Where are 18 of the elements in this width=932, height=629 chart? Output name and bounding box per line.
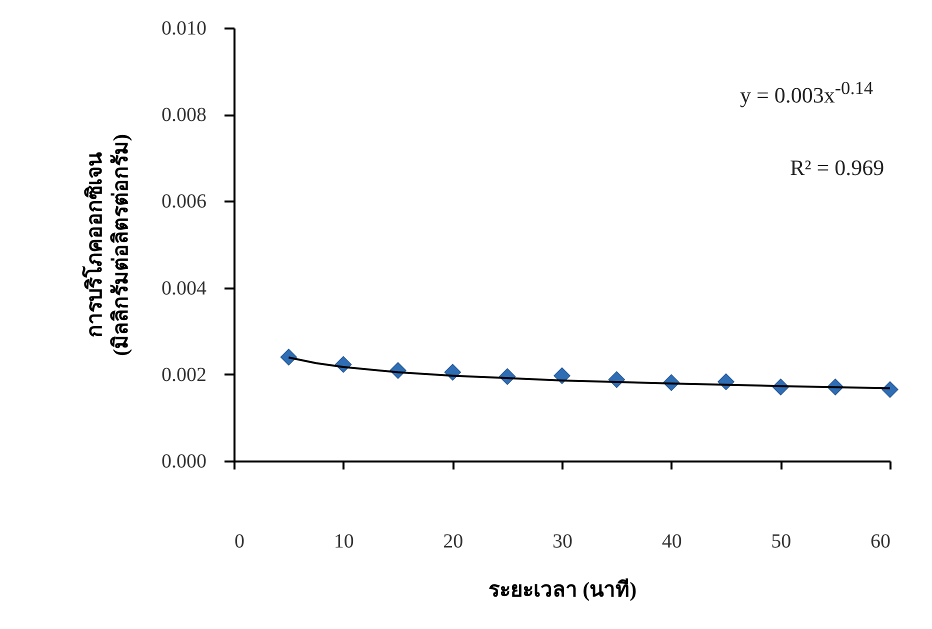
- y-tick-label: 0.006: [162, 190, 206, 213]
- x-axis-title: ระยะเวลา (นาที): [488, 578, 637, 602]
- y-tick-label: 0.004: [162, 277, 206, 300]
- y-axis-title: การบริโภคออกซิเจน (มิลลิกรัมต่อลิตรต่อกรัม): [82, 134, 132, 356]
- y-tick-label: 0.008: [162, 104, 206, 126]
- x-tick-label: 20: [443, 530, 464, 552]
- y-tick-label: 0.000: [162, 450, 206, 472]
- annotation: R² = 0.969: [790, 155, 884, 181]
- x-tick-label: 30: [552, 530, 572, 552]
- x-tick-label: 0: [234, 530, 244, 552]
- x-tick-label: 60: [870, 530, 890, 552]
- x-tick-label: 50: [771, 530, 792, 552]
- x-tick-label: 10: [334, 530, 354, 552]
- point: [882, 381, 898, 398]
- y-tick-label: 0.010: [162, 18, 206, 40]
- y-tick-label: 0.002: [162, 364, 206, 386]
- annotation: y = 0.003x$^{-0.14}$: [740, 78, 874, 108]
- x-tick-label: 40: [662, 530, 682, 552]
